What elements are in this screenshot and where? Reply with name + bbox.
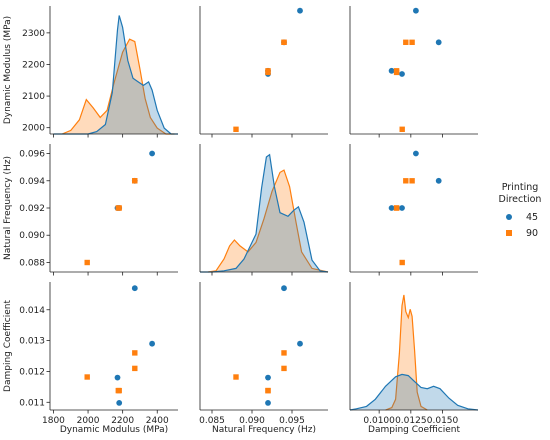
point-45-2 [435,39,442,46]
point-45-3 [413,7,419,14]
point-90-4 [281,365,287,372]
x-tick-label: 2200 [111,416,134,426]
x-tick-label: 0.0125 [395,416,427,426]
y-tick-label: 2000 [22,124,45,134]
subplot-r0-c1 [199,6,328,138]
kde-line-90 [61,38,175,135]
legend-title: Direction [499,194,542,205]
point-45-1 [116,400,123,406]
subplot-r2-c2: 0.0100 0.0125 0.0150 [349,282,479,426]
kde-fill-45 [53,15,178,134]
x-tick-label: 0.0100 [363,416,395,426]
point-45-1 [265,400,271,406]
point-45-1 [388,205,395,211]
kde-line-45 [200,153,329,273]
point-45-0 [399,71,405,77]
kde-fill-90 [385,295,428,410]
point-90-3 [132,350,138,356]
point-90-2 [116,387,122,394]
subplot-r2-c0: 1800 2000 2200 2400 0.011 0.012 0.013 0.014 [19,282,178,426]
x-tick-label: 2000 [77,416,100,426]
y-tick-label: 0.092 [19,204,45,214]
point-90-4 [403,39,409,45]
point-45-3 [149,340,156,347]
y-axis-label: Dynamic Modulus (MPa) [3,16,13,124]
subplot-r1-c2 [349,144,478,276]
kde-line-90 [385,294,428,411]
y-tick-label: 0.011 [19,398,45,408]
subplot-r0-c0: 2000 2100 2200 2300 [22,6,178,138]
point-45-3 [297,7,303,14]
y-axis-label: Natural Frequency (Hz) [3,156,13,260]
subplot-r1-c1 [199,144,329,276]
x-tick-label: 0.0150 [427,416,459,426]
x-tick-label: 1800 [42,416,65,426]
point-45-2 [281,285,287,292]
y-tick-label: 0.090 [19,231,45,241]
point-90-0 [84,259,90,266]
legend-marker-90 [506,230,512,236]
point-90-2 [116,205,122,211]
x-axis-label: Natural Frequency (Hz) [212,425,316,435]
point-90-4 [403,178,409,184]
point-45-3 [413,150,419,157]
x-tick-label: 2400 [146,416,169,426]
legend-label-90: 90 [526,228,538,239]
kde-line-90 [207,169,329,273]
subplot-r1-c0: 0.088 0.090 0.092 0.094 0.096 [19,144,178,276]
y-tick-label: 2200 [22,60,45,70]
x-axis-label: Damping Coefficient [368,425,460,435]
point-45-3 [297,340,303,347]
kde-fill-45 [350,374,478,410]
point-90-3 [409,178,415,184]
x-axis-label: Dynamic Modulus (MPa) [60,425,168,435]
x-tick-label: 0.090 [239,416,265,426]
point-90-3 [281,350,287,356]
point-90-0 [399,259,405,266]
point-45-2 [435,177,442,184]
y-tick-label: 0.088 [19,258,45,268]
y-tick-label: 0.012 [19,367,45,377]
point-45-0 [399,205,405,211]
point-90-2 [265,68,271,74]
y-tick-label: 0.013 [19,337,45,347]
point-45-3 [149,150,156,157]
y-tick-label: 0.094 [19,177,45,187]
y-tick-label: 2100 [22,92,45,102]
subplot-r2-c1: 0.085 0.090 0.095 [199,282,328,426]
y-tick-label: 0.014 [19,306,45,316]
x-tick-label: 0.085 [199,416,225,426]
kde-fill-45 [200,154,328,272]
point-90-0 [84,374,90,380]
y-tick-label: 0.096 [19,150,45,160]
kde-fill-90 [62,39,175,135]
kde-line-45 [349,373,479,411]
point-90-4 [281,39,287,45]
point-90-4 [132,178,138,184]
point-90-2 [393,68,400,74]
point-90-2 [393,205,400,211]
point-90-3 [409,39,415,45]
point-90-0 [233,374,239,380]
point-90-2 [265,387,271,394]
x-tick-label: 0.095 [279,416,305,426]
legend-title: Printing [502,182,539,193]
point-90-4 [132,365,138,372]
point-45-2 [131,285,138,292]
point-45-0 [114,374,121,381]
subplot-r0-c2 [349,6,478,138]
y-tick-label: 2300 [22,29,45,39]
legend-marker-45 [506,214,512,220]
legend-label-45: 45 [526,212,538,223]
point-90-0 [399,126,405,132]
kde-fill-90 [208,170,328,272]
point-90-0 [233,126,239,132]
y-axis-label: Damping Coefficient [3,300,13,392]
point-45-0 [265,374,271,381]
point-45-1 [388,67,395,74]
